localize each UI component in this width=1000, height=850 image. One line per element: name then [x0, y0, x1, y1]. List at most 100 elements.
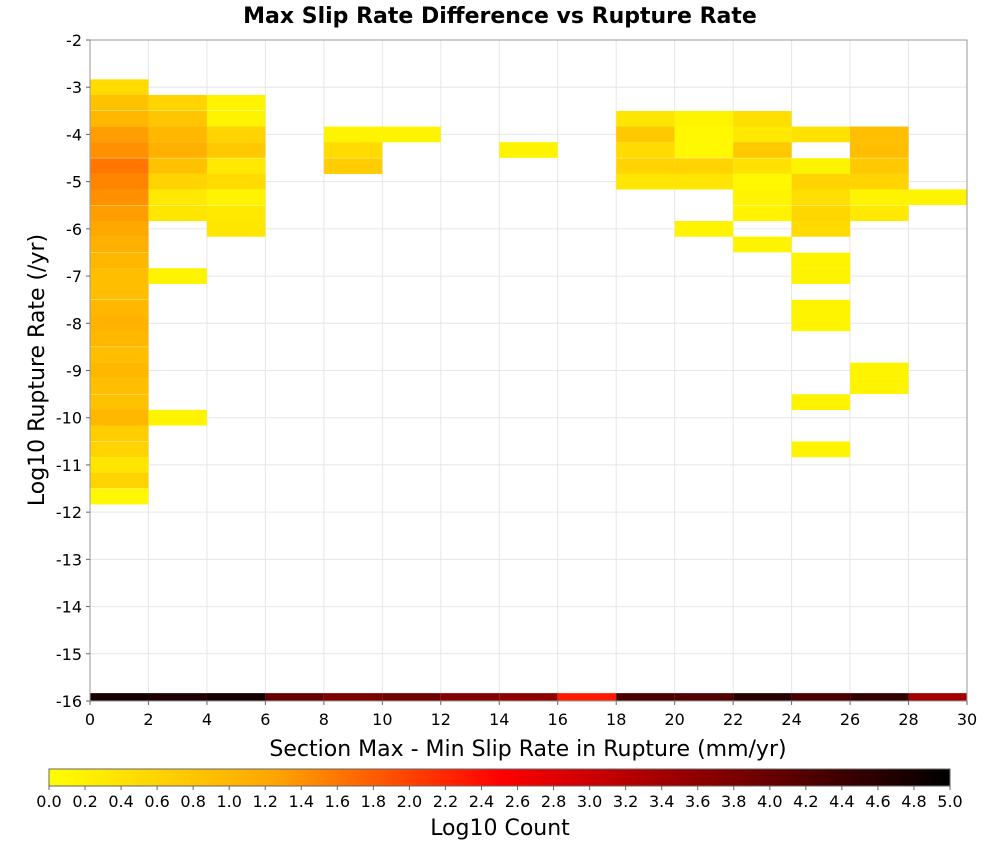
x-tick-label: 0: [85, 710, 95, 729]
heatmap-cell: [148, 693, 207, 701]
x-tick-label: 24: [781, 710, 801, 729]
heatmap-cell: [616, 126, 675, 143]
heatmap-cell: [206, 126, 266, 143]
y-tick-label: -16: [56, 692, 82, 711]
heatmap-cell: [791, 394, 851, 410]
colorbar-tick-label: 1.0: [216, 792, 241, 811]
colorbar-tick-label: 5.0: [937, 792, 962, 811]
heatmap-cell: [557, 693, 617, 701]
colorbar-tick-label: 0.6: [144, 792, 169, 811]
heatmap-cell: [90, 693, 149, 701]
colorbar-tick-label: 4.6: [865, 792, 890, 811]
colorbar-tick-label: 1.6: [325, 792, 350, 811]
heatmap-cell: [90, 362, 149, 379]
heatmap-cell: [908, 189, 967, 206]
x-tick-label: 28: [898, 710, 918, 729]
heatmap-cell: [733, 236, 792, 253]
x-tick-label: 30: [957, 710, 977, 729]
heatmap-cell: [90, 252, 149, 269]
x-tick-label: 10: [372, 710, 392, 729]
y-tick-label: -9: [66, 362, 82, 381]
heatmap-cell: [148, 110, 207, 127]
heatmap-cell: [499, 693, 558, 701]
heatmap-cell: [499, 142, 558, 158]
y-tick-label: -8: [66, 314, 82, 333]
heatmap-cell: [148, 268, 207, 284]
heatmap-cell: [674, 220, 734, 237]
heatmap-cell: [674, 142, 734, 158]
heatmap-cell: [148, 205, 207, 222]
y-axis-ticks: -2 -3 -4 -5 -6 -7 -8 -9 -10 -11 -12 -13 -14 -15 -16: [56, 31, 90, 711]
y-tick-label: -11: [56, 456, 82, 475]
x-tick-label: 12: [431, 710, 451, 729]
heatmap-cell: [90, 331, 149, 347]
x-tick-label: 8: [319, 710, 329, 729]
heatmap-cell: [850, 173, 909, 190]
heatmap-cell: [90, 268, 149, 284]
heatmap-cell: [791, 299, 851, 316]
heatmap-cell: [90, 283, 149, 300]
heatmap-cell: [733, 110, 792, 127]
heatmap-cell: [90, 378, 149, 394]
y-tick-label: -12: [56, 503, 82, 522]
heatmap-cell: [616, 173, 675, 190]
y-tick-label: -6: [66, 220, 82, 239]
heatmap-cell: [908, 693, 967, 701]
heatmap-cell: [791, 220, 851, 237]
heatmap-cell: [791, 252, 851, 269]
heatmap-cell: [616, 110, 675, 127]
y-tick-label: -3: [66, 78, 82, 97]
y-tick-label: -7: [66, 267, 82, 286]
colorbar-tick-label: 2.8: [541, 792, 566, 811]
x-tick-label: 14: [489, 710, 509, 729]
heatmap-cell: [148, 126, 207, 143]
heatmap-cell: [90, 142, 149, 158]
colorbar-tick-label: 0.0: [36, 792, 61, 811]
heatmap-cell: [733, 189, 792, 206]
colorbar-tick-label: 4.2: [793, 792, 818, 811]
heatmap-cell: [206, 142, 266, 158]
heatmap-cell: [791, 441, 851, 458]
heatmap-cell: [382, 126, 441, 143]
x-tick-label: 4: [202, 710, 212, 729]
heatmap-cell: [90, 488, 149, 505]
heatmap-cell: [206, 110, 266, 127]
colorbar-tick-label: 0.8: [180, 792, 205, 811]
colorbar-tick-label: 3.6: [685, 792, 710, 811]
heatmap-cell: [850, 378, 909, 394]
heatmap-cell: [674, 126, 734, 143]
heatmap-cell: [90, 79, 149, 96]
heatmap-cell: [733, 126, 792, 143]
heatmap-cell: [90, 409, 149, 426]
colorbar-tick-label: 1.8: [361, 792, 386, 811]
y-tick-label: -13: [56, 550, 82, 569]
heatmap-cell: [850, 189, 909, 206]
colorbar-tick-label: 1.2: [253, 792, 278, 811]
heatmap-cell: [206, 189, 266, 206]
heatmap-cells: [90, 79, 967, 701]
colorbar-tick-label: 2.0: [397, 792, 422, 811]
heatmap-cell: [206, 158, 266, 174]
heatmap-cell: [850, 205, 909, 222]
heatmap-cell: [850, 158, 909, 174]
heatmap-cell: [90, 205, 149, 222]
heatmap-cell: [323, 126, 383, 143]
x-tick-label: 20: [664, 710, 684, 729]
x-axis-label: Section Max - Min Slip Rate in Rupture (…: [269, 737, 786, 762]
heatmap-cell: [90, 110, 149, 127]
heatmap-cell: [148, 189, 207, 206]
heatmap-cell: [206, 173, 266, 190]
y-axis-label: Log10 Rupture Rate (/yr): [25, 234, 50, 506]
heatmap-cell: [616, 693, 675, 701]
heatmap-cell: [90, 394, 149, 410]
heatmap-cell: [791, 189, 851, 206]
heatmap-cell: [206, 94, 266, 111]
heatmap-cell: [90, 315, 149, 332]
heatmap-cell: [148, 173, 207, 190]
x-tick-label: 2: [143, 710, 153, 729]
heatmap-cell: [90, 472, 149, 489]
heatmap-cell: [265, 693, 324, 701]
x-tick-label: 16: [548, 710, 568, 729]
heatmap-cell: [791, 205, 851, 222]
heatmap-cell: [148, 158, 207, 174]
